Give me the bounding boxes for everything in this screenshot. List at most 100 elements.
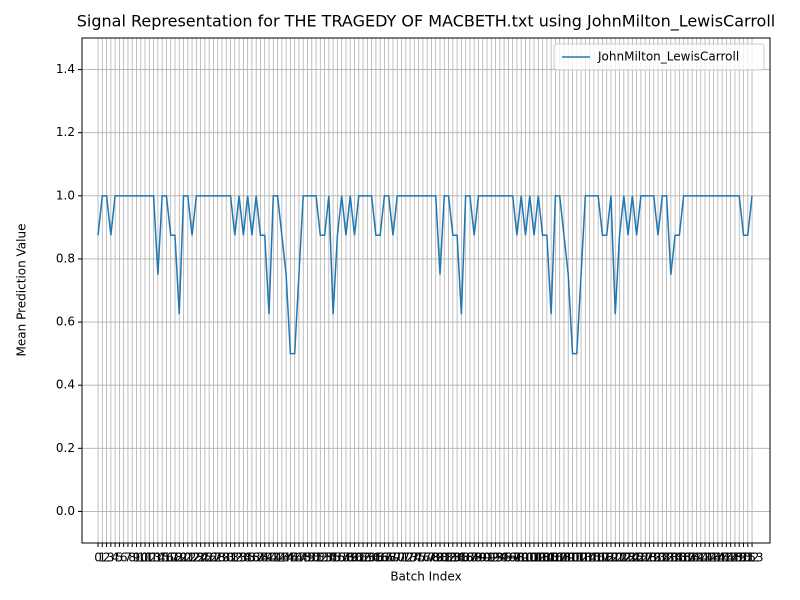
x-tick-label: 62 — [355, 551, 370, 565]
x-tick-label: 36 — [244, 551, 259, 565]
x-tick-label: 37 — [249, 551, 264, 565]
x-tick-label: 85 — [454, 551, 469, 565]
x-tick-label: 28 — [210, 551, 225, 565]
x-tick-label: 142 — [694, 551, 717, 565]
x-tick-label: 74 — [407, 551, 422, 565]
x-tick-label: 38 — [253, 551, 268, 565]
x-tick-label: 151 — [732, 551, 755, 565]
x-tick-label: 46 — [287, 551, 302, 565]
x-tick-label: 13 — [146, 551, 161, 565]
x-tick-label: 4 — [111, 551, 119, 565]
x-tick-label: 97 — [505, 551, 520, 565]
x-tick-label: 23 — [189, 551, 204, 565]
x-tick-label: 106 — [540, 551, 563, 565]
x-tick-label: 41 — [266, 551, 281, 565]
x-tick-label: 11 — [137, 551, 152, 565]
x-tick-label: 2 — [103, 551, 111, 565]
x-tick-label: 71 — [394, 551, 409, 565]
x-tick-label: 87 — [462, 551, 477, 565]
x-tick-label: 102 — [523, 551, 546, 565]
x-tick-label: 99 — [514, 551, 529, 565]
x-tick-label: 123 — [612, 551, 635, 565]
data-line — [97, 195, 753, 355]
legend-box — [553, 43, 765, 71]
x-tick-label: 19 — [172, 551, 187, 565]
x-tick-label: 66 — [373, 551, 388, 565]
x-tick-label: 103 — [527, 551, 550, 565]
x-tick-label: 54 — [321, 551, 336, 565]
x-tick-label: 59 — [343, 551, 358, 565]
x-tick-label: 51 — [308, 551, 323, 565]
x-tick-label: 111 — [561, 551, 584, 565]
x-tick-label: 129 — [638, 551, 661, 565]
y-tick-label: 1.4 — [56, 62, 75, 76]
x-tick-label: 48 — [296, 551, 311, 565]
x-tick-label: 12 — [142, 551, 157, 565]
x-tick-label: 9 — [133, 551, 141, 565]
x-tick-label: 150 — [728, 551, 751, 565]
x-tick-label: 27 — [206, 551, 221, 565]
x-tick-label: 57 — [334, 551, 349, 565]
x-tick-label: 78 — [424, 551, 439, 565]
x-tick-label: 108 — [548, 551, 571, 565]
x-tick-label: 113 — [570, 551, 593, 565]
x-tick-label: 120 — [600, 551, 623, 565]
x-tick-label: 52 — [313, 551, 328, 565]
x-tick-label: 110 — [557, 551, 580, 565]
x-tick-label: 76 — [415, 551, 430, 565]
x-tick-label: 10 — [133, 551, 148, 565]
x-tick-label: 58 — [338, 551, 353, 565]
x-tick-label: 153 — [741, 551, 764, 565]
x-tick-label: 118 — [591, 551, 614, 565]
x-tick-label: 86 — [458, 551, 473, 565]
x-tick-label: 44 — [278, 551, 293, 565]
x-tick-label: 14 — [150, 551, 165, 565]
x-tick-label: 3 — [107, 551, 115, 565]
x-tick-label: 53 — [317, 551, 332, 565]
x-tick-label: 1 — [98, 551, 106, 565]
x-tick-label: 70 — [390, 551, 405, 565]
x-tick-label: 89 — [471, 551, 486, 565]
x-tick-label: 61 — [351, 551, 366, 565]
x-tick-label: 100 — [514, 551, 537, 565]
y-tick-label: 1.2 — [56, 125, 75, 139]
x-tick-label: 22 — [184, 551, 199, 565]
x-tick-label: 114 — [574, 551, 597, 565]
x-tick-label: 143 — [698, 551, 721, 565]
x-tick-label: 75 — [411, 551, 426, 565]
x-tick-label: 138 — [676, 551, 699, 565]
x-tick-label: 133 — [655, 551, 678, 565]
y-tick-label: 0.8 — [56, 251, 75, 265]
x-tick-label: 117 — [587, 551, 610, 565]
x-tick-label: 132 — [651, 551, 674, 565]
x-tick-label: 128 — [634, 551, 657, 565]
legend: JohnMilton_LewisCarroll — [553, 43, 765, 71]
x-tick-label: 45 — [283, 551, 298, 565]
x-tick-label: 69 — [385, 551, 400, 565]
x-tick-label: 92 — [484, 551, 499, 565]
x-tick-label: 30 — [219, 551, 234, 565]
x-tick-label: 18 — [167, 551, 182, 565]
x-tick-label: 98 — [509, 551, 524, 565]
x-tick-label: 127 — [629, 551, 652, 565]
y-axis-label: Mean Prediction Value — [15, 224, 29, 357]
x-tick-label: 135 — [664, 551, 687, 565]
x-tick-label: 139 — [681, 551, 704, 565]
x-tick-label: 33 — [231, 551, 246, 565]
x-tick-label: 125 — [621, 551, 644, 565]
x-tick-label: 136 — [668, 551, 691, 565]
x-tick-label: 149 — [723, 551, 746, 565]
plot-frame — [81, 37, 771, 544]
chart-title: Signal Representation for THE TRAGEDY OF… — [77, 12, 775, 32]
x-tick-label: 64 — [364, 551, 379, 565]
x-tick-label: 68 — [381, 551, 396, 565]
x-tick-label: 96 — [501, 551, 516, 565]
x-tick-label: 140 — [685, 551, 708, 565]
x-tick-label: 8 — [128, 551, 136, 565]
x-tick-label: 0 — [94, 551, 102, 565]
x-tick-label: 32 — [227, 551, 242, 565]
x-tick-label: 88 — [467, 551, 482, 565]
x-tick-label: 35 — [240, 551, 255, 565]
y-tick-label: 0.2 — [56, 441, 75, 455]
